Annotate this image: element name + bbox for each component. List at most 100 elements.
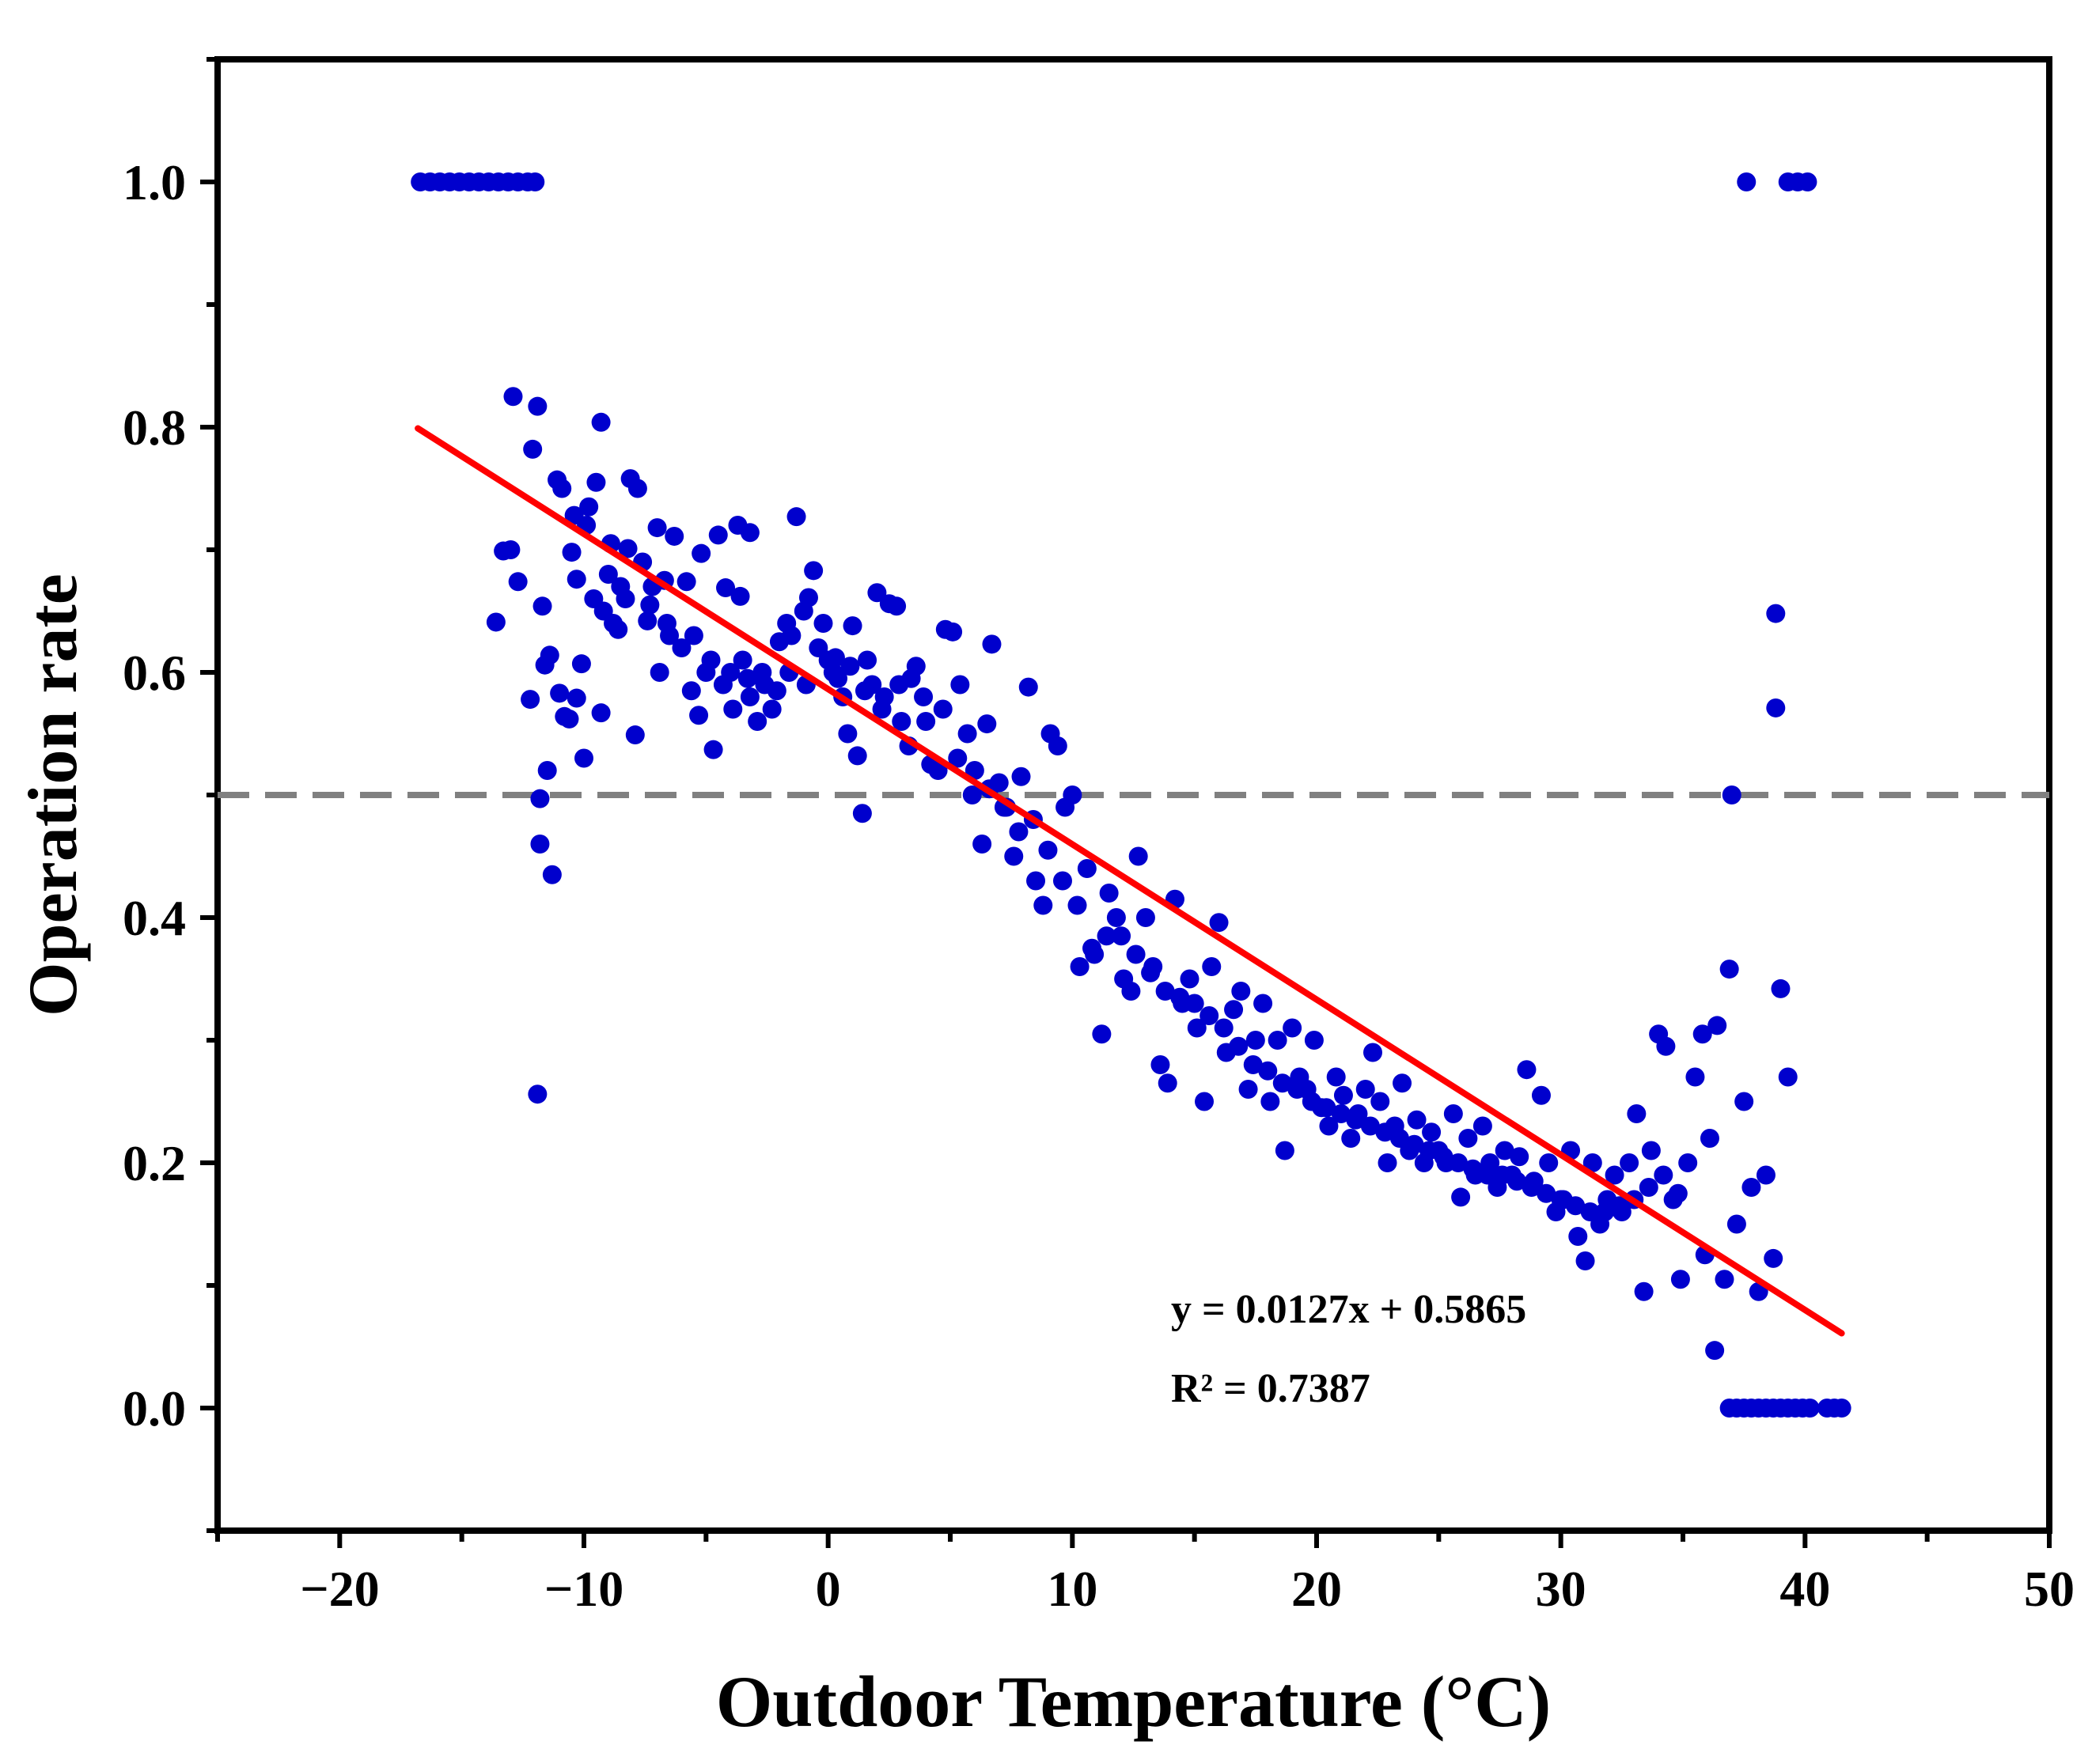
data-point [530,835,550,854]
data-point [647,518,667,538]
data-point [567,570,586,589]
data-point [1082,938,1102,958]
data-point [1112,926,1131,946]
data-point [1449,1153,1469,1172]
data-point [650,663,669,682]
data-point [1478,1165,1498,1185]
data-point [804,561,824,581]
x-tick-label: 40 [1779,1561,1830,1617]
data-point [1766,604,1786,623]
x-tick-label: 30 [1536,1561,1586,1617]
data-point [901,668,921,688]
data-point [528,396,548,416]
data-point [542,865,562,884]
data-point [1451,1187,1471,1207]
data-point [1472,1116,1492,1136]
data-point [716,578,736,598]
data-point [571,654,591,674]
data-point [1092,1024,1112,1044]
data-point [1492,1165,1512,1185]
data-point [847,746,867,766]
data-point [1331,1104,1351,1123]
data-point [1141,963,1161,982]
data-point [1800,1399,1820,1418]
data-point [1832,1399,1851,1418]
data-point [1463,1159,1483,1179]
data-point [1705,1341,1725,1361]
y-tick-label: 0.8 [123,399,186,456]
data-point [1018,677,1038,697]
data-point [1771,979,1791,998]
data-point [943,622,963,642]
data-point [1531,1085,1551,1105]
data-point [843,616,862,636]
data-point [574,748,593,768]
data-point [591,703,611,723]
data-point [1187,1018,1207,1038]
data-point [1685,1067,1705,1087]
data-point [1150,1055,1170,1074]
data-point [1033,895,1053,915]
data-point [1121,982,1141,1001]
data-point [1510,1147,1529,1167]
data-point [672,638,692,657]
x-tick-label: −10 [544,1561,623,1617]
data-point [1389,1129,1409,1148]
data-point [1507,1172,1527,1191]
data-point [1275,1141,1294,1160]
data-point [528,1085,548,1104]
data-point [1268,1031,1287,1050]
regression-equation: y = 0.0127x + 0.5865 [1171,1287,1526,1332]
data-point [1214,1018,1234,1038]
data-point [1231,982,1251,1001]
data-point [1317,1098,1336,1118]
data-point [767,681,786,701]
data-point [1287,1080,1307,1099]
data-point [1692,1024,1712,1044]
data-point [1224,1000,1244,1020]
data-point [1568,1227,1588,1246]
data-point [762,699,782,719]
data-point [1048,736,1067,755]
data-point [604,614,623,633]
data-point [1378,1153,1397,1172]
data-point [950,675,970,695]
data-point [1566,1196,1586,1216]
data-point [1011,767,1031,786]
linear-fit-line [415,425,1845,1337]
data-point [525,172,545,191]
data-point [692,543,711,563]
data-point [486,612,506,632]
data-point [1668,1183,1688,1203]
y-tick-label: 0.0 [123,1380,186,1437]
data-point [1678,1153,1698,1172]
data-point [957,724,977,744]
data-point [887,596,907,616]
data-point [1097,926,1116,946]
data-point [1283,1018,1302,1038]
data-point [786,507,806,527]
data-point [737,668,757,688]
data-point [825,648,845,668]
data-point [813,614,833,633]
data-point [1404,1134,1424,1154]
data-point [1715,1270,1734,1289]
data-point [1407,1110,1427,1130]
data-point [1245,1031,1265,1050]
data-point [618,539,638,558]
data-point [977,714,997,734]
data-point [1063,785,1082,804]
data-point [1362,1043,1382,1062]
data-point [689,706,709,725]
data-point [681,681,701,701]
data-point [798,588,818,608]
data-point [665,526,684,546]
data-point [1734,1092,1754,1111]
data-point [1639,1178,1658,1197]
data-point [1798,172,1817,191]
y-axis-title: Operation rate [15,573,92,1016]
data-point [1319,1116,1339,1136]
data-point [1551,1190,1571,1209]
data-point [1609,1196,1629,1216]
data-point [627,479,647,498]
